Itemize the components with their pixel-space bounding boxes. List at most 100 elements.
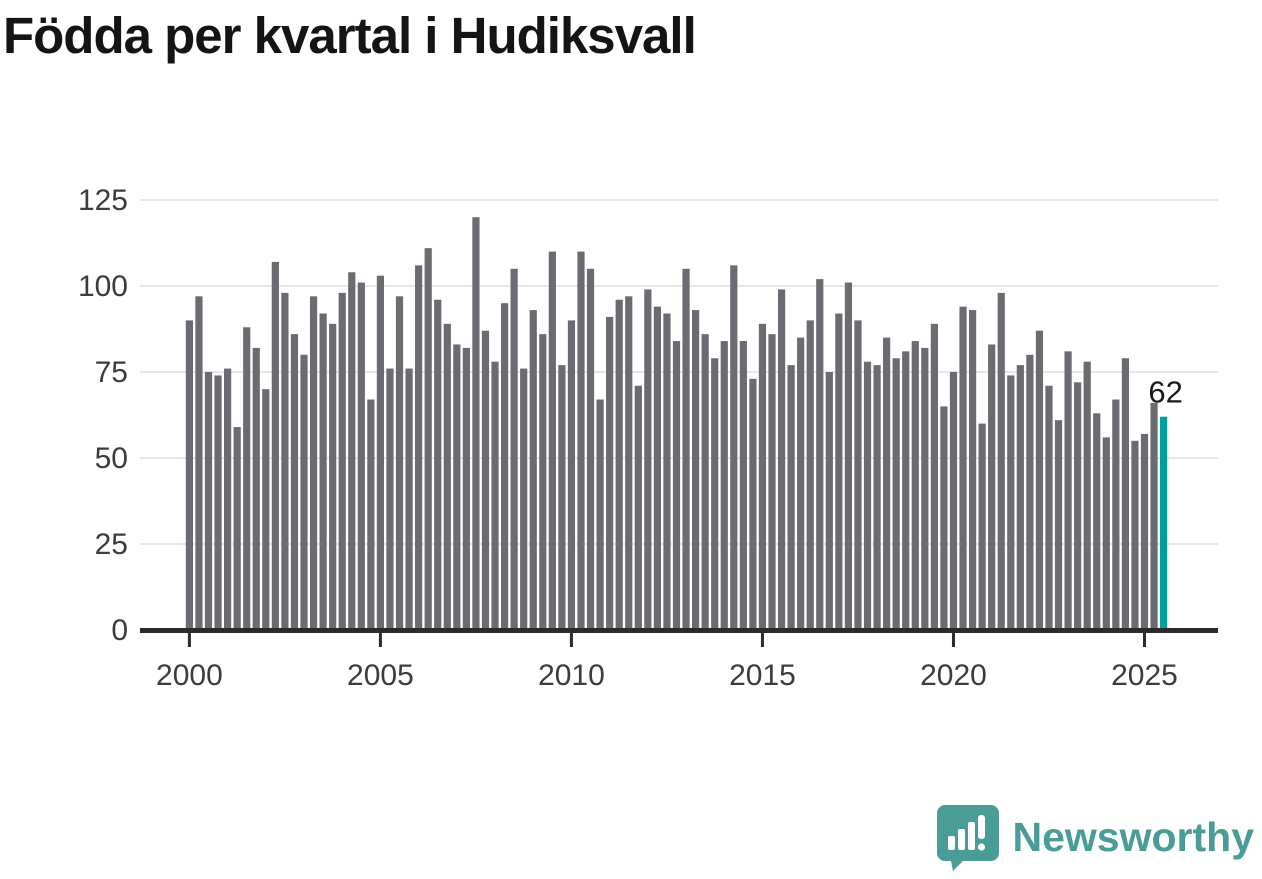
speech-bubble-bar-chart-icon: [936, 805, 999, 871]
bar: [730, 265, 738, 632]
y-axis-tick-label: 125: [78, 184, 128, 217]
bar: [997, 292, 1005, 632]
bar: [520, 368, 528, 632]
bar: [863, 361, 872, 632]
bar: [500, 303, 509, 632]
bar: [797, 337, 805, 632]
bar: [777, 289, 786, 632]
bar: [462, 347, 470, 632]
bar: [692, 310, 700, 632]
bar: [376, 275, 385, 632]
bar: [701, 334, 709, 632]
bar: [1064, 351, 1072, 632]
bar: [586, 268, 595, 632]
bar: [1007, 375, 1015, 632]
bar: [768, 334, 776, 632]
bar: [758, 323, 767, 632]
bar: [978, 423, 986, 632]
bar: [434, 299, 442, 632]
y-axis-tick-label: 50: [95, 442, 128, 475]
bar: [988, 344, 996, 632]
bar: [424, 248, 432, 632]
bar-value-annotation: 62: [1148, 375, 1182, 410]
bar: [1054, 420, 1063, 632]
bar: [606, 316, 614, 632]
bar: [883, 337, 891, 632]
bar: [968, 310, 977, 632]
bar: [357, 282, 365, 632]
bar: [386, 368, 394, 632]
bar: [825, 372, 833, 632]
bar: [1016, 365, 1024, 632]
bar: [787, 365, 795, 632]
bar: [1121, 358, 1129, 632]
bar: [443, 323, 451, 632]
bar: [567, 320, 576, 632]
bar: [682, 268, 690, 632]
bar: [902, 351, 910, 632]
newsworthy-logo: Newsworthy: [935, 803, 1255, 871]
bar: [224, 368, 232, 632]
bar: [1026, 354, 1034, 632]
bar: [854, 320, 862, 632]
x-axis-tick-label: 2020: [920, 659, 987, 692]
page-title: Födda per kvartal i Hudiksvall: [3, 7, 697, 64]
bar: [262, 389, 270, 632]
bar: [711, 358, 719, 632]
bar: [1035, 330, 1044, 632]
bar: [338, 292, 346, 632]
brand-name: Newsworthy: [1012, 813, 1255, 860]
bar: [940, 406, 948, 632]
bar: [309, 296, 318, 632]
x-axis-tick-label: 2025: [1111, 659, 1178, 692]
bar: [491, 361, 499, 632]
bar: [281, 292, 289, 632]
bar: [949, 372, 958, 632]
bar: [472, 217, 480, 632]
bar: [1140, 433, 1149, 632]
bar: [1112, 399, 1120, 632]
bar: [204, 372, 213, 632]
bar: [548, 251, 556, 632]
highlighted-bar: [1160, 416, 1168, 632]
bar: [329, 323, 337, 632]
bar: [892, 358, 900, 632]
bar: [243, 327, 251, 632]
bar: [596, 399, 604, 632]
bar: [1083, 361, 1091, 632]
bar: [806, 320, 814, 632]
bar: [959, 306, 967, 632]
x-axis-tick-label: 2010: [538, 659, 605, 692]
bar: [395, 296, 404, 632]
bar: [367, 399, 375, 632]
bar: [481, 330, 490, 632]
bar: [739, 341, 747, 632]
bar: [510, 268, 518, 632]
bar: [1074, 382, 1082, 632]
bar: [835, 313, 843, 632]
bar: [271, 261, 279, 632]
bar: [816, 279, 824, 632]
y-axis-tick-label: 0: [111, 614, 128, 647]
bar: [195, 296, 203, 632]
bar: [577, 251, 585, 632]
bar: [615, 299, 623, 632]
bar: [415, 265, 423, 632]
bar: [653, 306, 661, 632]
bar: [348, 272, 356, 632]
bar: [1150, 402, 1158, 632]
bar: [233, 427, 241, 632]
x-axis-tick-label: 2000: [156, 659, 223, 692]
bar: [1045, 385, 1053, 632]
bar: [453, 344, 461, 632]
bar: [672, 341, 681, 632]
bar: [558, 365, 566, 632]
bar: [214, 375, 222, 632]
x-axis-tick-label: 2005: [347, 659, 414, 692]
bar: [873, 365, 881, 632]
bar: [319, 313, 327, 632]
bar: [300, 354, 308, 632]
x-axis-line: [140, 628, 1218, 633]
bar: [1102, 437, 1110, 632]
